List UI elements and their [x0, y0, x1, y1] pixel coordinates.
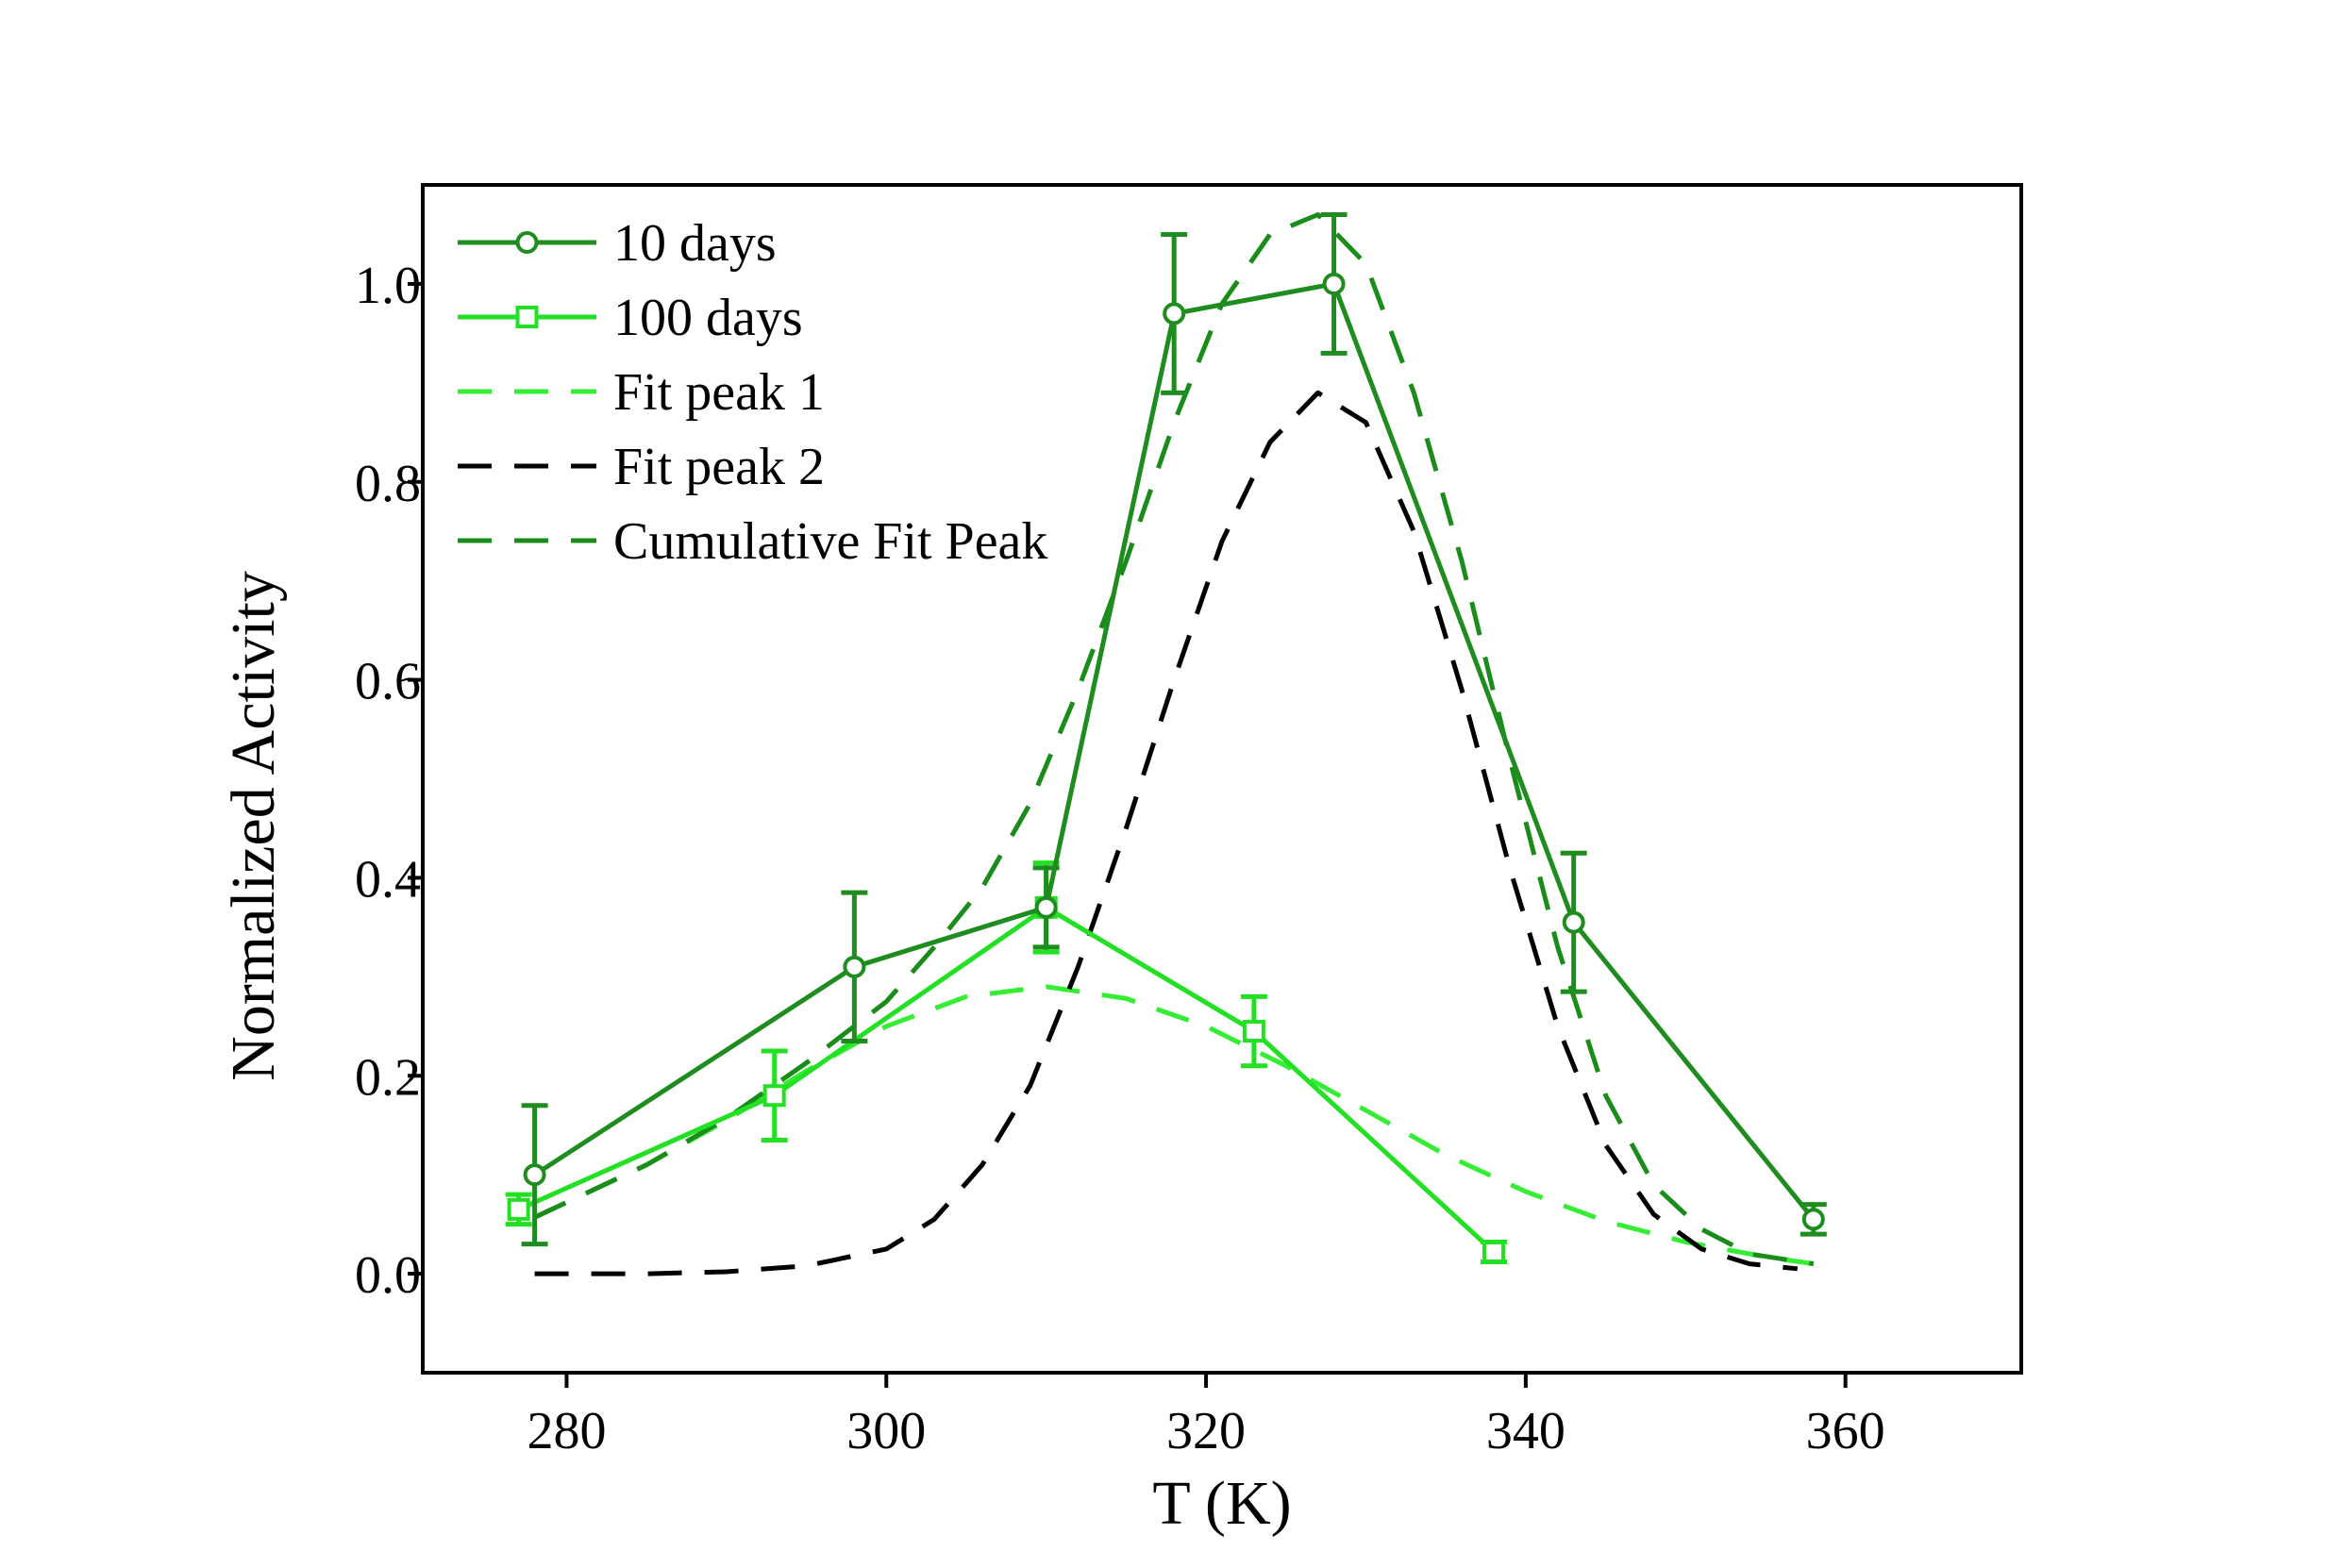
- data-point: [762, 1084, 786, 1108]
- series-fit-peak-1: [533, 984, 1815, 1267]
- data-point: [507, 1197, 530, 1221]
- y-tick-label: 0.6: [355, 653, 421, 711]
- x-tick-label: 320: [1166, 1402, 1246, 1460]
- y-tick-label: 0.0: [355, 1246, 421, 1305]
- data-point: [523, 1163, 546, 1187]
- data-point: [1322, 272, 1346, 295]
- data-point: [1482, 1241, 1505, 1264]
- y-axis-title: Normalized Activity: [219, 571, 288, 1081]
- series-cumulative-fit-peak: [533, 212, 1815, 1267]
- axes: 280 300 320 340 360 0.0 0.2 0.4 0.6 0.8 1.0: [355, 257, 1885, 1460]
- data-point: [1163, 302, 1186, 325]
- series-line: [517, 905, 1496, 1254]
- x-tick-label: 340: [1486, 1402, 1565, 1460]
- x-tick-label: 300: [846, 1402, 926, 1460]
- legend-label: Cumulative Fit Peak: [613, 512, 1047, 571]
- data-point: [1801, 1208, 1825, 1231]
- legend-marker: [515, 306, 539, 328]
- data-point: [843, 955, 866, 978]
- x-tick-label: 360: [1806, 1402, 1885, 1460]
- data-point: [1562, 910, 1585, 934]
- legend-label: Fit peak 2: [613, 438, 825, 496]
- series-100-days: [505, 860, 1507, 1264]
- y-tick-label: 0.8: [355, 455, 421, 513]
- legend-item: 10 days: [458, 214, 777, 273]
- x-axis-title: T (K): [1152, 1469, 1291, 1538]
- legend-item: Fit peak 2: [458, 438, 825, 496]
- series-line: [533, 984, 1815, 1267]
- y-tick-label: 0.4: [355, 850, 421, 909]
- legend-label: Fit peak 1: [613, 363, 825, 422]
- legend-item: Cumulative Fit Peak: [458, 512, 1047, 571]
- x-tick-label: 280: [527, 1402, 606, 1460]
- legend: 10 days 100 days Fit peak 1 Fit peak 2 Cumul…: [458, 214, 1047, 571]
- series-fit-peak-2: [534, 390, 1799, 1276]
- legend-label: 100 days: [613, 289, 803, 347]
- series-line: [533, 212, 1815, 1267]
- data-point: [1242, 1020, 1265, 1043]
- plot-frame: [421, 183, 2023, 1375]
- y-tick-label: 1.0: [355, 257, 421, 315]
- series-line: [534, 390, 1799, 1276]
- plot-area: [505, 211, 1827, 1276]
- series-line: [533, 281, 1816, 1221]
- data-point: [1034, 895, 1058, 919]
- legend-marker: [515, 231, 539, 254]
- series-10-days: [521, 211, 1827, 1247]
- legend-item: Fit peak 1: [458, 363, 825, 422]
- y-tick-label: 0.2: [355, 1048, 421, 1107]
- legend-label: 10 days: [613, 214, 777, 273]
- legend-item: 100 days: [458, 289, 803, 347]
